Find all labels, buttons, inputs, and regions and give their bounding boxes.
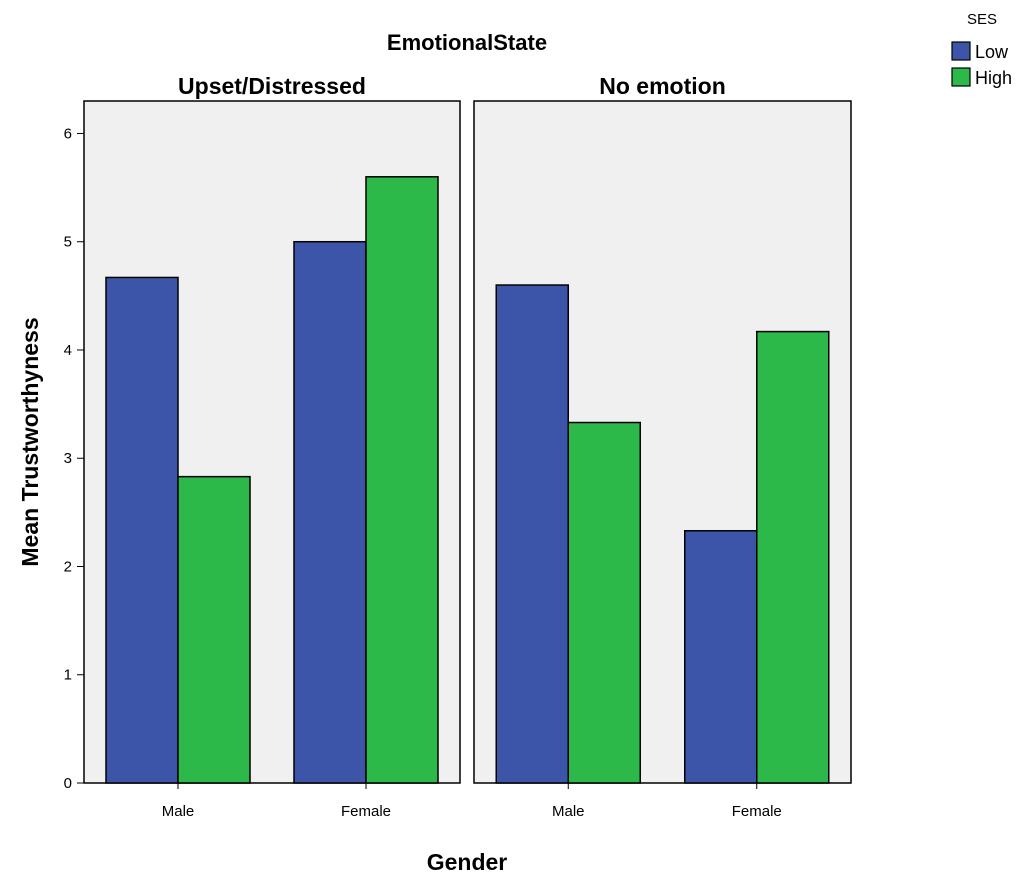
y-tick-label: 1 (64, 667, 72, 684)
legend-swatch-low (951, 41, 971, 61)
y-axis-title: Mean Trustworthyness (17, 317, 43, 566)
y-tick-label: 3 (64, 450, 72, 467)
y-tick-label: 5 (64, 234, 72, 251)
panel-title: No emotion (599, 73, 726, 99)
bar-high-female (756, 330, 830, 784)
bar-low-female (684, 530, 758, 784)
chart-title: EmotionalState (387, 30, 547, 55)
bar-high-male (567, 421, 641, 784)
bar-high-female (365, 176, 439, 784)
legend-swatch-high (951, 67, 971, 87)
panel-1: No emotion Male Female (473, 73, 852, 820)
x-tick-label: Male (162, 803, 195, 820)
panel-0: Upset/Distressed Male Female (83, 73, 461, 820)
y-tick-label: 2 (64, 558, 72, 575)
panel-title: Upset/Distressed (178, 73, 366, 99)
x-axis-title: Gender (427, 849, 508, 875)
bar-low-male (495, 284, 569, 784)
x-tick-label: Female (732, 803, 782, 820)
y-tick-label: 4 (64, 342, 72, 359)
legend-title: SES (967, 11, 997, 28)
plot-layer: Upset/Distressed Male Female No emotion Male… (64, 41, 1012, 820)
y-tick-label: 0 (64, 775, 72, 792)
legend-label-low: Low (975, 42, 1009, 62)
y-tick-label: 6 (64, 125, 72, 142)
bar-high-male (177, 475, 251, 784)
bar-low-male (105, 276, 179, 784)
legend-label-high: High (975, 68, 1012, 88)
x-tick-label: Female (341, 803, 391, 820)
bar-low-female (293, 240, 367, 784)
x-tick-label: Male (552, 803, 585, 820)
